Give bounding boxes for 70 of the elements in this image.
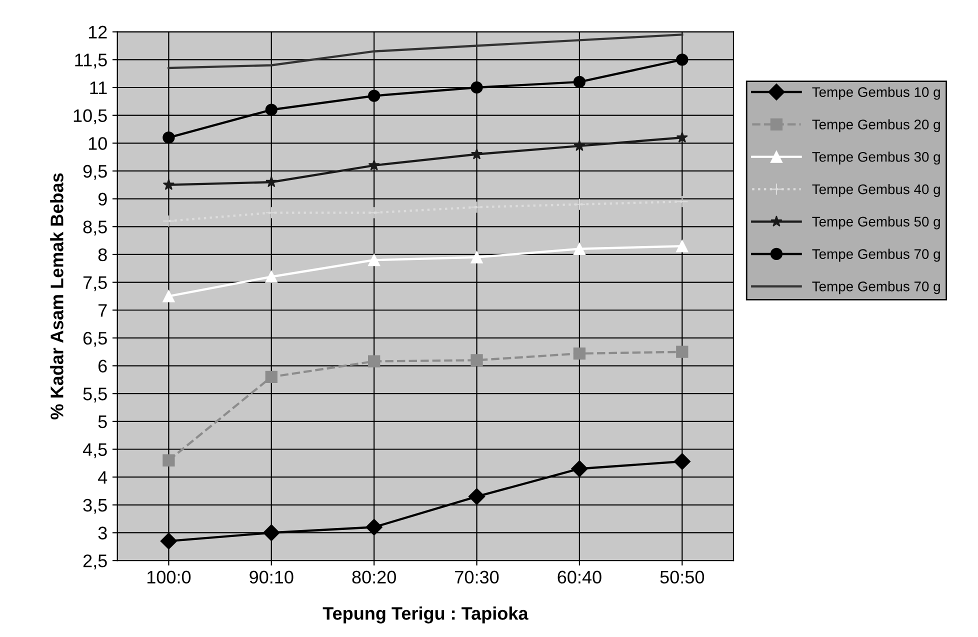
y-tick-label: 10: [88, 137, 107, 150]
y-axis-title: % Kadar Asam Lemak Bebas: [50, 173, 64, 420]
y-tick-label: 7: [98, 304, 107, 317]
point: [573, 347, 586, 360]
point: [265, 370, 278, 383]
point: [674, 453, 691, 470]
point: [368, 355, 380, 368]
point: [470, 148, 483, 160]
y-tick-label: 12: [88, 26, 107, 38]
point: [571, 460, 588, 478]
point: [676, 132, 688, 143]
x-tick-label: 100:0: [147, 570, 191, 584]
point: [368, 90, 380, 102]
point: [266, 176, 278, 188]
x-tick-label: 90:10: [250, 570, 294, 584]
point: [573, 198, 586, 210]
point: [162, 290, 175, 302]
point: [162, 214, 175, 228]
y-tick-label: 4,5: [82, 443, 107, 458]
legend-label: Tempe Gembus 10 g: [812, 86, 940, 100]
point: [574, 140, 586, 151]
y-tick-label: 10,5: [74, 109, 107, 124]
y-tick-label: 8: [98, 248, 107, 262]
point: [162, 454, 175, 466]
legend-label: Tempe Gembus 70 g: [812, 248, 940, 262]
point: [263, 524, 280, 542]
point: [676, 196, 688, 208]
x-axis-title: Tepung Terigu : Tapioka: [322, 606, 528, 624]
y-tick-label: 11: [90, 82, 107, 94]
legend-label: Tempe Gembus 70 g: [812, 281, 940, 294]
x-tick-label: 70:30: [455, 570, 499, 584]
y-tick-label: 5: [98, 416, 107, 428]
point: [366, 518, 382, 536]
point: [676, 240, 688, 252]
point: [265, 270, 278, 283]
line-series: [168, 34, 684, 70]
y-tick-label: 6,5: [83, 332, 107, 347]
y-tick-label: 9,5: [83, 164, 107, 180]
point: [573, 76, 586, 88]
point: [265, 104, 278, 116]
y-tick-label: 6: [98, 360, 107, 372]
y-tick-label: 4: [98, 471, 108, 484]
y-tick-label: 7,5: [83, 276, 107, 292]
point: [265, 206, 278, 219]
point: [676, 54, 688, 66]
legend-label: Tempe Gembus 30 g: [812, 152, 940, 165]
y-tick-label: 9: [98, 192, 107, 206]
legend-label: Tempe Gembus 50 g: [812, 216, 940, 230]
x-tick-label: 50:50: [660, 570, 704, 584]
point: [676, 346, 688, 358]
x-tick-label: 60:40: [558, 570, 602, 584]
point: [470, 251, 483, 264]
point: [160, 532, 178, 550]
point: [468, 488, 486, 505]
legend-label: Tempe Gembus 40 g: [812, 184, 940, 197]
point: [368, 159, 380, 170]
point: [368, 254, 380, 266]
y-tick-label: 5,5: [83, 388, 107, 402]
y-tick-label: 3,5: [83, 498, 107, 514]
y-tick-label: 8,5: [83, 220, 107, 236]
point: [162, 178, 175, 190]
point: [162, 132, 175, 144]
y-tick-label: 2,5: [83, 554, 107, 570]
point: [470, 354, 483, 366]
point: [470, 81, 483, 94]
y-tick-label: 11,5: [75, 54, 107, 69]
x-tick-label: 80:20: [352, 570, 396, 584]
point: [573, 242, 586, 255]
y-tick-label: 3: [98, 526, 107, 540]
legend-label: Tempe Gembus 20 g: [812, 119, 940, 132]
